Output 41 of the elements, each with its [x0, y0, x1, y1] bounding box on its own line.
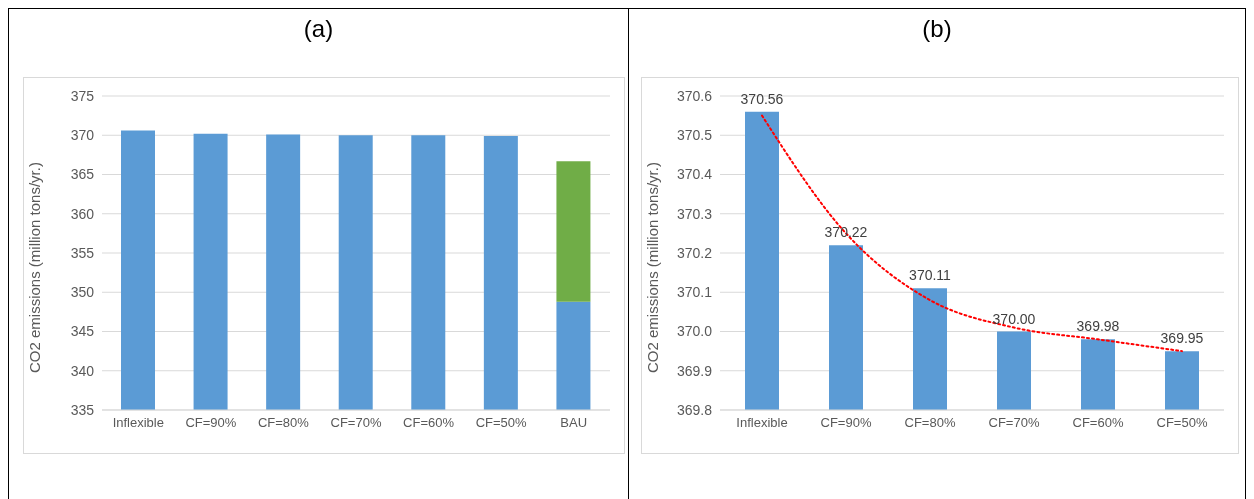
- x-tick-label: CF=50%: [1156, 415, 1208, 431]
- x-tick-label: CF=60%: [403, 415, 455, 431]
- y-tick-label: 370.5: [676, 127, 713, 144]
- y-tick-label: 370.4: [676, 166, 713, 183]
- y-tick-label: 369.9: [676, 362, 713, 379]
- y-tick-label: 370.1: [676, 284, 713, 301]
- data-label: 369.98: [1076, 318, 1120, 335]
- y-tick-label: 370.2: [676, 244, 713, 261]
- x-tick-label: Inflexible: [736, 415, 788, 431]
- x-tick-label: CF=50%: [475, 415, 528, 431]
- x-tick-label: Inflexible: [112, 415, 164, 431]
- y-axis-title: CO2 emissions (million tons/yr.): [26, 162, 44, 373]
- y-tick-label: 350: [70, 284, 95, 301]
- x-tick-label: CF=80%: [257, 415, 310, 431]
- data-label: 370.56: [740, 90, 784, 107]
- x-tick-label: CF=90%: [185, 415, 237, 431]
- y-tick-label: 365: [70, 166, 95, 183]
- x-tick-label: BAU: [560, 415, 588, 431]
- y-tick-label: 370: [70, 127, 95, 144]
- y-tick-label: 370.0: [676, 323, 713, 340]
- y-tick-label: 360: [70, 205, 95, 222]
- data-label: 370.11: [909, 267, 952, 284]
- x-tick-label: CF=70%: [330, 415, 382, 431]
- y-tick-label: 340: [70, 362, 95, 379]
- y-tick-label: 375: [70, 87, 95, 104]
- chart-title: (b): [921, 14, 953, 44]
- chart-title: (a): [302, 14, 335, 44]
- y-tick-label: 370.3: [676, 205, 713, 222]
- x-tick-label: CF=80%: [904, 415, 956, 431]
- y-tick-label: 355: [70, 244, 95, 261]
- data-label: 369.95: [1160, 330, 1204, 347]
- data-label: 370.22: [824, 224, 868, 241]
- y-tick-label: 370.6: [676, 87, 713, 104]
- x-tick-label: CF=70%: [988, 415, 1040, 431]
- y-tick-label: 369.8: [676, 401, 713, 418]
- data-label: 370.00: [992, 310, 1036, 327]
- y-tick-label: 345: [70, 323, 95, 340]
- y-axis-title: CO2 emissions (million tons/yr.): [644, 162, 662, 373]
- y-tick-label: 335: [70, 401, 95, 418]
- x-tick-label: CF=60%: [1072, 415, 1124, 431]
- x-tick-label: CF=90%: [820, 415, 872, 431]
